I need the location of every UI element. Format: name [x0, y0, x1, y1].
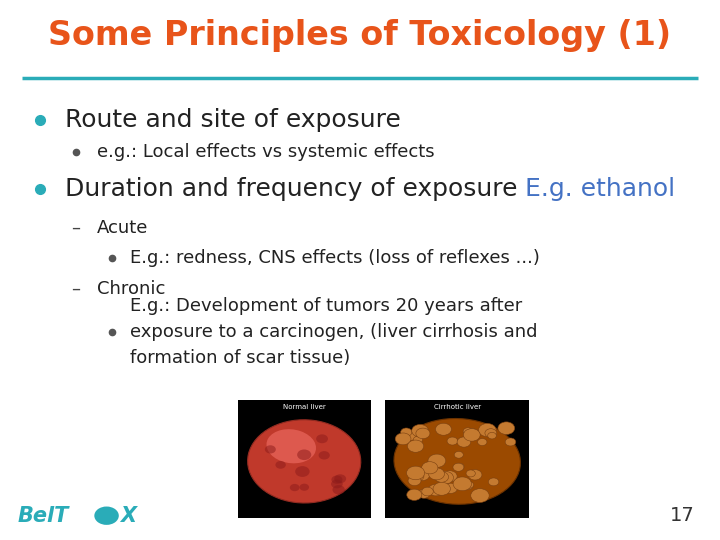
Circle shape [395, 433, 411, 445]
Circle shape [290, 484, 300, 491]
Circle shape [487, 433, 496, 439]
Text: Normal liver: Normal liver [283, 404, 325, 410]
Circle shape [466, 470, 475, 477]
Circle shape [416, 428, 430, 438]
Text: e.g.: Local effects vs systemic effects: e.g.: Local effects vs systemic effects [97, 143, 435, 161]
FancyBboxPatch shape [385, 400, 529, 518]
Circle shape [433, 482, 451, 495]
Circle shape [505, 438, 516, 446]
Circle shape [464, 481, 474, 488]
Text: X: X [120, 505, 136, 526]
Circle shape [413, 436, 423, 443]
Circle shape [466, 429, 479, 439]
Text: Chronic: Chronic [97, 280, 166, 298]
Ellipse shape [266, 429, 316, 463]
FancyBboxPatch shape [238, 400, 371, 518]
Text: Some Principles of Toxicology (1): Some Principles of Toxicology (1) [48, 18, 672, 52]
Circle shape [453, 477, 472, 491]
Circle shape [468, 470, 482, 480]
Circle shape [477, 438, 487, 445]
Text: –: – [71, 219, 80, 237]
Text: –: – [71, 280, 80, 298]
Circle shape [447, 437, 458, 445]
Ellipse shape [394, 418, 521, 504]
Circle shape [334, 474, 346, 483]
Circle shape [442, 471, 457, 482]
Circle shape [295, 466, 310, 477]
Circle shape [422, 462, 438, 474]
Circle shape [455, 463, 464, 470]
Text: E.g.: redness, CNS effects (loss of reflexes ...): E.g.: redness, CNS effects (loss of refl… [130, 248, 539, 267]
Circle shape [265, 446, 276, 454]
Text: BelT: BelT [18, 505, 69, 526]
Text: E.g.: Development of tumors 20 years after
exposure to a carcinogen, (liver cirr: E.g.: Development of tumors 20 years aft… [130, 298, 537, 367]
Circle shape [453, 463, 464, 471]
Circle shape [463, 482, 473, 490]
Circle shape [444, 483, 457, 494]
Circle shape [276, 461, 286, 469]
Circle shape [407, 489, 422, 501]
Circle shape [331, 480, 343, 488]
Text: E.g. ethanol: E.g. ethanol [526, 177, 675, 201]
Circle shape [402, 430, 416, 441]
Circle shape [318, 451, 330, 460]
Circle shape [471, 489, 489, 502]
Circle shape [408, 476, 421, 485]
Circle shape [485, 429, 497, 437]
Circle shape [498, 422, 515, 435]
Text: Duration and frequency of exposure: Duration and frequency of exposure [65, 177, 526, 201]
Circle shape [428, 468, 444, 480]
Circle shape [457, 437, 471, 447]
Text: Cirrhotic liver: Cirrhotic liver [433, 404, 481, 410]
Circle shape [412, 424, 428, 437]
Circle shape [94, 507, 119, 525]
Circle shape [331, 476, 343, 484]
Circle shape [488, 478, 499, 486]
Circle shape [415, 470, 430, 481]
Text: 17: 17 [670, 506, 695, 525]
Circle shape [436, 471, 454, 484]
Circle shape [422, 487, 433, 496]
Circle shape [479, 423, 496, 437]
Circle shape [333, 485, 345, 495]
Circle shape [418, 489, 430, 498]
Circle shape [434, 472, 449, 482]
Text: Route and site of exposure: Route and site of exposure [65, 108, 400, 132]
Circle shape [463, 428, 473, 435]
Circle shape [412, 471, 424, 481]
Circle shape [400, 428, 412, 436]
Circle shape [454, 451, 463, 458]
Circle shape [464, 429, 480, 441]
Circle shape [428, 484, 444, 496]
Circle shape [300, 484, 309, 491]
Circle shape [316, 434, 328, 443]
Ellipse shape [248, 420, 361, 503]
Circle shape [408, 440, 424, 453]
Circle shape [436, 423, 451, 435]
Circle shape [407, 466, 425, 480]
Circle shape [428, 454, 446, 468]
Text: Acute: Acute [97, 219, 148, 237]
Circle shape [297, 449, 311, 460]
